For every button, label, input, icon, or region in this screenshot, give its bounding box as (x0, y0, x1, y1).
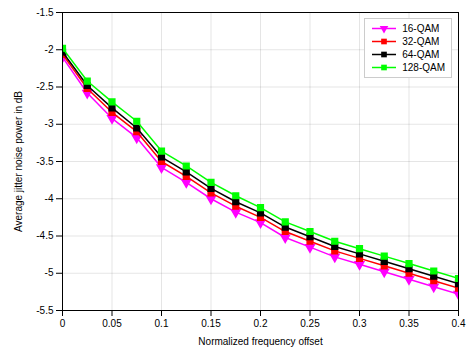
svg-text:0.05: 0.05 (102, 318, 122, 329)
svg-text:-2: -2 (45, 44, 54, 55)
svg-text:-5.5: -5.5 (36, 305, 54, 316)
html-text:64-QAM: 64-QAM (402, 49, 440, 60)
svg-text:-3: -3 (45, 118, 54, 129)
html-text:32-QAM: 32-QAM (402, 36, 440, 47)
svg-text:Normalized frequency offset: Normalized frequency offset (198, 336, 323, 347)
html-text:16-QAM: 16-QAM (402, 23, 440, 34)
svg-text:0.25: 0.25 (300, 318, 320, 329)
svg-text:0: 0 (60, 318, 66, 329)
svg-text:0.3: 0.3 (353, 318, 367, 329)
svg-text:Average jitter noise power in: Average jitter noise power in dB (13, 91, 24, 232)
svg-text:-4: -4 (45, 193, 54, 204)
svg-text:0.35: 0.35 (399, 318, 419, 329)
svg-text:0.15: 0.15 (201, 318, 221, 329)
html-text:128-QAM: 128-QAM (402, 62, 445, 73)
svg-text:-4.5: -4.5 (36, 230, 54, 241)
svg-text:0.2: 0.2 (254, 318, 268, 329)
svg-text:-2.5: -2.5 (36, 81, 54, 92)
svg-text:-1.5: -1.5 (36, 7, 54, 18)
svg-text:0.4: 0.4 (452, 318, 466, 329)
svg-text:-3.5: -3.5 (36, 156, 54, 167)
svg-text:0.1: 0.1 (155, 318, 169, 329)
svg-text:-5: -5 (45, 267, 54, 278)
